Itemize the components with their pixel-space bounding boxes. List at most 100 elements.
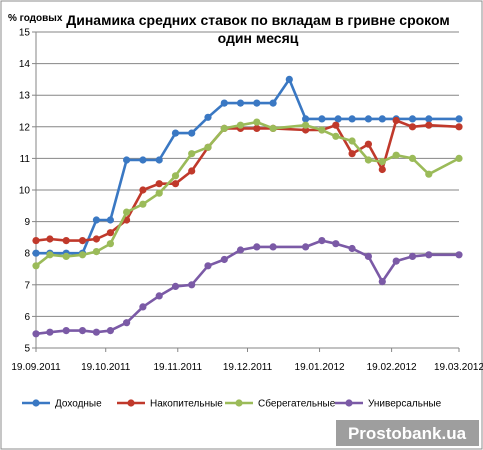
legend-label: Универсальные xyxy=(368,399,442,410)
data-point xyxy=(220,99,228,107)
data-point xyxy=(302,243,310,251)
data-point xyxy=(171,129,180,137)
data-point xyxy=(408,115,417,123)
data-point xyxy=(269,243,277,251)
data-point xyxy=(188,150,196,158)
data-point xyxy=(62,237,70,245)
data-point xyxy=(155,189,163,197)
data-point xyxy=(378,158,386,166)
chart-title-line-1: Динамика средних ставок по вкладам в гри… xyxy=(66,12,449,28)
legend-swatch-marker xyxy=(345,399,353,407)
y-tick-labels: 5 6 7 8 9 10 11 12 13 14 15 xyxy=(19,28,31,355)
data-point xyxy=(106,240,114,248)
y-tick-label: 11 xyxy=(20,154,31,165)
data-point xyxy=(348,244,356,253)
series-group xyxy=(32,75,463,338)
data-point xyxy=(171,282,180,290)
y-tick-label: 5 xyxy=(24,344,30,355)
data-point xyxy=(123,156,131,164)
y-tick-label: 10 xyxy=(19,186,31,197)
axes xyxy=(32,31,460,352)
x-tick-label: 19.09.2011 xyxy=(11,362,61,373)
legend-label: Доходные xyxy=(55,399,102,410)
data-point xyxy=(392,257,400,265)
data-point xyxy=(253,124,261,132)
data-point xyxy=(78,327,87,335)
data-point xyxy=(378,115,386,123)
data-point xyxy=(220,124,228,132)
data-point xyxy=(204,143,212,151)
data-point xyxy=(253,243,261,251)
x-tick-label: 19.10.2011 xyxy=(81,362,131,373)
data-point xyxy=(123,319,131,327)
data-point xyxy=(171,172,180,180)
data-point xyxy=(155,292,163,300)
data-point xyxy=(318,237,326,245)
data-point xyxy=(332,132,340,140)
data-point xyxy=(123,208,131,216)
x-tick-label: 19.11.2011 xyxy=(153,362,202,373)
y-axis-unit: % годовых xyxy=(8,13,63,24)
data-point xyxy=(302,115,310,123)
x-tick-label: 19.03.2012 xyxy=(434,362,483,373)
y-tick-label: 7 xyxy=(24,280,30,291)
data-point xyxy=(188,281,196,289)
data-point xyxy=(318,126,326,134)
data-point xyxy=(408,252,417,260)
data-point xyxy=(139,303,147,311)
legend-swatch-marker xyxy=(235,399,243,407)
data-point xyxy=(32,237,40,245)
data-point xyxy=(139,186,147,194)
data-point xyxy=(92,248,100,256)
data-point xyxy=(32,330,40,338)
data-point xyxy=(106,229,114,237)
data-point xyxy=(220,255,228,264)
data-point xyxy=(253,99,261,107)
data-point xyxy=(32,262,40,270)
data-point xyxy=(364,252,372,260)
data-point xyxy=(188,167,196,175)
gridlines xyxy=(36,31,459,317)
data-point xyxy=(92,216,100,224)
data-point xyxy=(455,154,463,162)
data-point xyxy=(46,251,54,259)
y-tick-label: 12 xyxy=(19,122,31,133)
data-point xyxy=(269,124,277,132)
data-point xyxy=(364,156,372,164)
data-point xyxy=(378,278,386,286)
data-point xyxy=(236,99,245,107)
data-point xyxy=(62,327,70,335)
x-tick-label: 19.02.2012 xyxy=(367,362,417,373)
data-point xyxy=(348,137,356,145)
data-point xyxy=(253,118,261,126)
data-point xyxy=(46,235,54,243)
data-point xyxy=(332,121,340,129)
data-point xyxy=(139,200,147,208)
data-point xyxy=(378,165,386,174)
data-point xyxy=(455,123,463,131)
x-tick-labels: 19.09.2011 19.10.2011 19.11.2011 19.12.2011… xyxy=(11,362,483,373)
data-point xyxy=(139,156,147,164)
data-point xyxy=(285,75,293,83)
data-point xyxy=(425,170,433,178)
data-point xyxy=(302,121,310,129)
data-point xyxy=(455,251,463,259)
data-point xyxy=(364,140,372,148)
data-point xyxy=(204,262,212,270)
data-point xyxy=(236,246,245,254)
y-tick-label: 15 xyxy=(19,28,31,39)
data-point xyxy=(106,327,114,335)
data-point xyxy=(46,328,54,336)
x-tick-label: 19.01.2012 xyxy=(295,362,345,373)
data-point xyxy=(348,150,356,158)
data-point xyxy=(364,115,372,123)
watermark-background xyxy=(336,420,479,446)
data-point xyxy=(171,180,180,188)
data-point xyxy=(236,121,245,129)
data-point xyxy=(318,115,326,123)
data-point xyxy=(408,123,417,131)
data-point xyxy=(155,156,163,164)
data-point xyxy=(62,252,70,260)
legend-swatch-marker xyxy=(127,399,135,407)
